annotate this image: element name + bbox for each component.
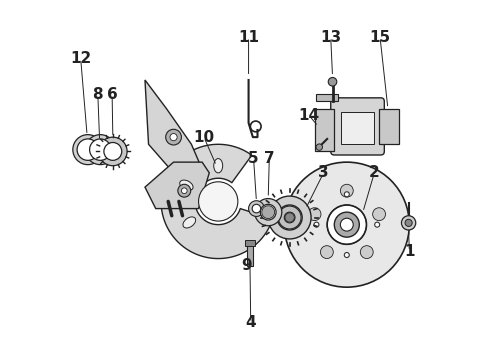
Circle shape bbox=[360, 246, 373, 258]
Bar bbox=[315, 109, 334, 152]
Circle shape bbox=[262, 206, 275, 219]
Circle shape bbox=[401, 216, 416, 230]
Circle shape bbox=[308, 208, 321, 221]
Circle shape bbox=[104, 143, 122, 160]
Circle shape bbox=[268, 196, 311, 239]
Circle shape bbox=[285, 213, 294, 222]
Bar bbox=[342, 112, 373, 144]
Circle shape bbox=[375, 222, 380, 227]
Ellipse shape bbox=[180, 180, 193, 190]
Circle shape bbox=[73, 135, 103, 165]
Polygon shape bbox=[161, 144, 272, 258]
Circle shape bbox=[341, 184, 353, 197]
Text: 12: 12 bbox=[70, 51, 91, 66]
Circle shape bbox=[284, 212, 295, 223]
Circle shape bbox=[248, 201, 264, 216]
Circle shape bbox=[327, 205, 367, 244]
FancyBboxPatch shape bbox=[331, 98, 384, 155]
Circle shape bbox=[328, 77, 337, 86]
Polygon shape bbox=[145, 162, 209, 208]
Ellipse shape bbox=[214, 158, 222, 173]
Text: 14: 14 bbox=[299, 108, 320, 123]
Circle shape bbox=[181, 188, 187, 194]
Circle shape bbox=[255, 199, 282, 226]
Text: 13: 13 bbox=[320, 30, 342, 45]
Text: 1: 1 bbox=[404, 244, 415, 259]
Text: 15: 15 bbox=[369, 30, 391, 45]
Text: 11: 11 bbox=[238, 30, 259, 45]
Circle shape bbox=[198, 182, 238, 221]
Circle shape bbox=[178, 184, 191, 197]
Circle shape bbox=[373, 208, 386, 221]
Text: 10: 10 bbox=[194, 130, 215, 145]
Circle shape bbox=[252, 204, 261, 213]
Circle shape bbox=[90, 139, 111, 160]
Text: 5: 5 bbox=[248, 151, 259, 166]
Circle shape bbox=[277, 205, 302, 230]
Text: 4: 4 bbox=[245, 315, 256, 330]
Circle shape bbox=[334, 212, 359, 237]
Polygon shape bbox=[145, 80, 202, 194]
Text: 7: 7 bbox=[264, 151, 274, 166]
Text: 6: 6 bbox=[107, 87, 118, 102]
Circle shape bbox=[316, 144, 322, 150]
Circle shape bbox=[320, 246, 333, 258]
Text: 2: 2 bbox=[369, 165, 380, 180]
Circle shape bbox=[405, 219, 412, 226]
Circle shape bbox=[166, 129, 181, 145]
Circle shape bbox=[284, 162, 409, 287]
Ellipse shape bbox=[183, 217, 196, 228]
Text: 8: 8 bbox=[93, 87, 103, 102]
Text: 9: 9 bbox=[242, 258, 252, 273]
Bar bbox=[379, 109, 398, 144]
Text: 3: 3 bbox=[318, 165, 329, 180]
Circle shape bbox=[314, 222, 319, 227]
Circle shape bbox=[278, 206, 301, 229]
Bar bbox=[245, 240, 255, 246]
Polygon shape bbox=[317, 94, 338, 102]
Circle shape bbox=[344, 192, 349, 197]
Circle shape bbox=[341, 218, 353, 231]
Circle shape bbox=[77, 139, 98, 160]
Circle shape bbox=[98, 137, 127, 166]
Circle shape bbox=[170, 134, 177, 141]
Circle shape bbox=[344, 252, 349, 257]
Bar bbox=[247, 244, 253, 266]
Circle shape bbox=[260, 204, 276, 220]
Circle shape bbox=[85, 135, 115, 165]
